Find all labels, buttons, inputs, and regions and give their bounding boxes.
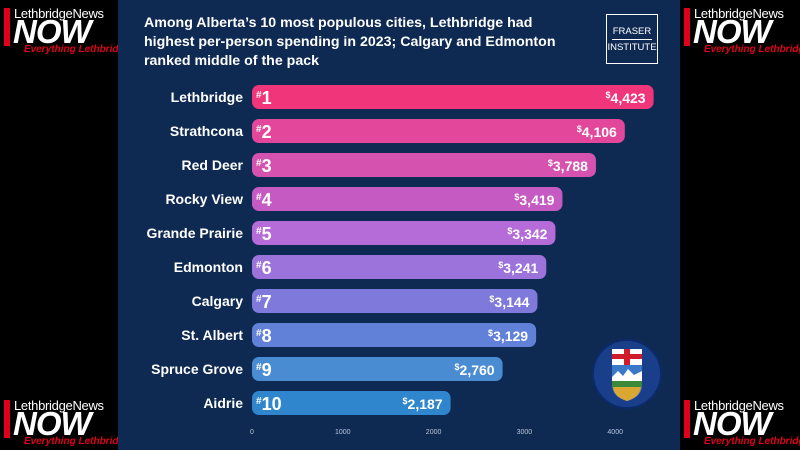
left-branding-column: LethbridgeNews NOW Everything Lethbridge… bbox=[0, 0, 133, 450]
value-label: $3,129 bbox=[488, 328, 528, 344]
rank-label: #1 bbox=[256, 88, 272, 108]
lethbridge-news-now-logo: LethbridgeNews NOW Everything Lethbridge… bbox=[680, 2, 800, 55]
chart-title: Among Alberta’s 10 most populous cities,… bbox=[144, 15, 556, 69]
alberta-coat-of-arms-icon bbox=[592, 339, 662, 409]
category-label: Grande Prairie bbox=[147, 225, 244, 241]
x-tick-label: 2000 bbox=[426, 429, 442, 436]
logo-now-word: NOW bbox=[13, 405, 92, 442]
bar-5 bbox=[252, 221, 556, 245]
category-label: Rocky View bbox=[165, 191, 243, 207]
bar-8 bbox=[252, 323, 537, 347]
fraser-logo-divider bbox=[612, 38, 652, 40]
rank-label: #5 bbox=[256, 224, 272, 244]
fraser-logo-line1: FRASER bbox=[612, 25, 652, 37]
rank-label: #7 bbox=[256, 292, 272, 312]
infographic-panel: Among Alberta’s 10 most populous cities,… bbox=[118, 0, 680, 450]
logo-now-word: NOW bbox=[13, 13, 92, 50]
bar-9 bbox=[252, 357, 503, 381]
logo-red-bar bbox=[4, 400, 10, 438]
bar-2 bbox=[252, 119, 625, 143]
rank-label: #8 bbox=[256, 326, 272, 346]
lethbridge-news-now-logo: LethbridgeNews NOW Everything Lethbridge… bbox=[0, 2, 133, 55]
bar-7 bbox=[252, 289, 538, 313]
x-tick-label: 4000 bbox=[607, 429, 623, 436]
rank-label: #6 bbox=[256, 258, 272, 278]
bar-1 bbox=[252, 85, 654, 109]
x-tick-label: 3000 bbox=[517, 429, 533, 436]
bar-3 bbox=[252, 153, 596, 177]
logo-site-name: LethbridgeNews bbox=[14, 398, 104, 413]
category-label: Aidrie bbox=[203, 395, 243, 411]
lethbridge-news-now-logo: LethbridgeNews NOW Everything Lethbridge… bbox=[680, 394, 800, 447]
right-branding-column: LethbridgeNews NOW Everything Lethbridge… bbox=[680, 0, 800, 450]
lethbridge-news-now-logo: LethbridgeNews NOW Everything Lethbridge… bbox=[0, 394, 133, 447]
bar-6 bbox=[252, 255, 547, 279]
category-label: Strathcona bbox=[170, 123, 243, 139]
value-label: $3,241 bbox=[498, 260, 538, 276]
category-label: St. Albert bbox=[181, 327, 243, 343]
value-label: $4,423 bbox=[606, 90, 646, 106]
rank-label: #4 bbox=[256, 190, 272, 210]
category-label: Spruce Grove bbox=[151, 361, 243, 377]
rank-label: #9 bbox=[256, 360, 272, 380]
bar-4 bbox=[252, 187, 563, 211]
bar-chart: Lethbridge #1 $4,423 Strathcona #2 $4,106 Red … bbox=[147, 85, 654, 436]
logo-site-name: LethbridgeNews bbox=[694, 398, 784, 413]
x-tick-label: 1000 bbox=[335, 429, 351, 436]
category-label: Edmonton bbox=[174, 259, 243, 275]
logo-tagline: Everything Lethbridge! bbox=[24, 436, 134, 447]
coat-of-arms-drawing bbox=[612, 349, 642, 401]
value-label: $2,187 bbox=[403, 396, 443, 412]
logo-site-name: LethbridgeNews bbox=[694, 6, 784, 21]
value-label: $3,788 bbox=[548, 158, 588, 174]
rank-label: #10 bbox=[256, 394, 282, 414]
logo-tagline: Everything Lethbridge! bbox=[704, 436, 800, 447]
value-label: $3,342 bbox=[507, 226, 547, 242]
rank-label: #2 bbox=[256, 122, 272, 142]
value-label: $3,419 bbox=[514, 192, 554, 208]
bar-10 bbox=[252, 391, 451, 415]
logo-tagline: Everything Lethbridge! bbox=[704, 44, 800, 55]
category-label: Lethbridge bbox=[171, 89, 244, 105]
logo-red-bar bbox=[684, 8, 690, 46]
category-label: Red Deer bbox=[182, 157, 244, 173]
rank-label: #3 bbox=[256, 156, 272, 176]
logo-tagline: Everything Lethbridge! bbox=[24, 44, 134, 55]
fraser-logo-line2: INSTITUTE bbox=[607, 41, 657, 53]
fraser-institute-logo: FRASER INSTITUTE bbox=[606, 14, 658, 64]
logo-red-bar bbox=[684, 400, 690, 438]
value-label: $2,760 bbox=[455, 362, 495, 378]
category-label: Calgary bbox=[192, 293, 244, 309]
value-label: $4,106 bbox=[577, 124, 617, 140]
value-label: $3,144 bbox=[489, 294, 529, 310]
logo-now-word: NOW bbox=[693, 405, 772, 442]
logo-now-word: NOW bbox=[693, 13, 772, 50]
x-tick-label: 0 bbox=[250, 429, 254, 436]
logo-site-name: LethbridgeNews bbox=[14, 6, 104, 21]
logo-red-bar bbox=[4, 8, 10, 46]
